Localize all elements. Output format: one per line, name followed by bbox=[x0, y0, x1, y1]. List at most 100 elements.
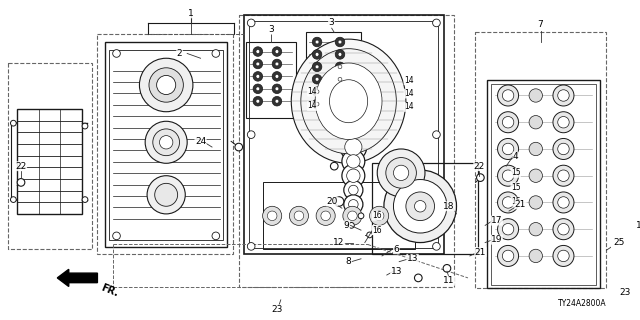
Circle shape bbox=[294, 211, 304, 220]
Circle shape bbox=[553, 165, 574, 186]
Circle shape bbox=[529, 116, 543, 129]
Circle shape bbox=[147, 176, 185, 214]
Circle shape bbox=[335, 37, 345, 47]
Text: 14: 14 bbox=[404, 76, 413, 85]
Bar bbox=[372, 163, 477, 254]
Circle shape bbox=[529, 249, 543, 263]
Text: 3: 3 bbox=[268, 25, 274, 34]
Text: 21: 21 bbox=[475, 248, 486, 257]
Circle shape bbox=[253, 59, 262, 69]
Text: FR.: FR. bbox=[100, 282, 120, 298]
Circle shape bbox=[235, 143, 243, 151]
Circle shape bbox=[315, 90, 319, 93]
Text: 13: 13 bbox=[407, 254, 419, 263]
Text: 22: 22 bbox=[474, 162, 485, 171]
Circle shape bbox=[312, 62, 322, 72]
Circle shape bbox=[212, 50, 220, 57]
Circle shape bbox=[312, 37, 322, 47]
Text: 16: 16 bbox=[372, 226, 382, 235]
Circle shape bbox=[349, 185, 358, 195]
Circle shape bbox=[384, 170, 456, 243]
Circle shape bbox=[342, 150, 365, 173]
Circle shape bbox=[338, 102, 342, 106]
Circle shape bbox=[502, 197, 514, 208]
Circle shape bbox=[497, 112, 518, 133]
Text: 14: 14 bbox=[307, 87, 317, 96]
Circle shape bbox=[262, 206, 282, 225]
Circle shape bbox=[272, 84, 282, 93]
Circle shape bbox=[433, 243, 440, 250]
Bar bbox=[17, 109, 82, 214]
Circle shape bbox=[315, 77, 319, 81]
Circle shape bbox=[82, 123, 88, 129]
Circle shape bbox=[253, 47, 262, 56]
Bar bbox=[105, 42, 227, 247]
Circle shape bbox=[140, 58, 193, 112]
Circle shape bbox=[433, 19, 440, 27]
Circle shape bbox=[349, 222, 355, 228]
Circle shape bbox=[358, 213, 364, 219]
Text: 21: 21 bbox=[515, 200, 526, 209]
Circle shape bbox=[497, 139, 518, 159]
Bar bbox=[249, 21, 438, 248]
Circle shape bbox=[149, 68, 184, 102]
Circle shape bbox=[10, 120, 16, 126]
Circle shape bbox=[247, 19, 255, 27]
Circle shape bbox=[338, 52, 342, 56]
Circle shape bbox=[374, 211, 384, 220]
Circle shape bbox=[17, 179, 25, 186]
Circle shape bbox=[247, 131, 255, 139]
Circle shape bbox=[347, 169, 360, 182]
Circle shape bbox=[529, 142, 543, 156]
Circle shape bbox=[342, 164, 365, 187]
Circle shape bbox=[369, 206, 388, 225]
Text: 23: 23 bbox=[620, 288, 631, 297]
Circle shape bbox=[272, 47, 282, 56]
Circle shape bbox=[335, 62, 345, 72]
Circle shape bbox=[529, 222, 543, 236]
Text: TY24A2800A: TY24A2800A bbox=[558, 299, 607, 308]
Text: 4: 4 bbox=[513, 152, 518, 161]
Bar bbox=[475, 32, 607, 288]
Circle shape bbox=[433, 131, 440, 139]
Text: 1: 1 bbox=[188, 9, 194, 18]
Circle shape bbox=[268, 211, 277, 220]
Circle shape bbox=[502, 170, 514, 181]
Circle shape bbox=[330, 162, 338, 170]
Circle shape bbox=[349, 200, 358, 209]
Circle shape bbox=[338, 65, 342, 69]
Circle shape bbox=[557, 197, 569, 208]
Circle shape bbox=[340, 134, 367, 160]
Circle shape bbox=[557, 170, 569, 181]
Circle shape bbox=[315, 65, 319, 69]
Circle shape bbox=[312, 50, 322, 59]
Ellipse shape bbox=[291, 39, 406, 163]
Circle shape bbox=[394, 165, 409, 180]
Circle shape bbox=[321, 211, 330, 220]
Bar bbox=[491, 84, 596, 284]
Bar bbox=[487, 80, 600, 288]
Circle shape bbox=[153, 129, 180, 156]
Text: 3: 3 bbox=[328, 19, 334, 28]
Circle shape bbox=[82, 197, 88, 203]
Circle shape bbox=[253, 72, 262, 81]
Circle shape bbox=[155, 183, 178, 206]
Text: 14: 14 bbox=[404, 89, 413, 98]
Circle shape bbox=[553, 245, 574, 267]
Circle shape bbox=[553, 219, 574, 240]
Text: 16: 16 bbox=[372, 211, 382, 220]
Bar bbox=[244, 15, 444, 254]
Circle shape bbox=[347, 155, 360, 168]
Circle shape bbox=[256, 99, 260, 103]
Circle shape bbox=[335, 99, 345, 109]
Circle shape bbox=[312, 87, 322, 96]
Circle shape bbox=[502, 143, 514, 155]
Circle shape bbox=[315, 102, 319, 106]
Circle shape bbox=[415, 274, 422, 282]
Circle shape bbox=[253, 96, 262, 106]
Circle shape bbox=[557, 250, 569, 262]
Text: 6: 6 bbox=[394, 245, 399, 254]
Circle shape bbox=[315, 52, 319, 56]
Text: 15: 15 bbox=[511, 197, 520, 206]
Text: 22: 22 bbox=[15, 162, 27, 171]
